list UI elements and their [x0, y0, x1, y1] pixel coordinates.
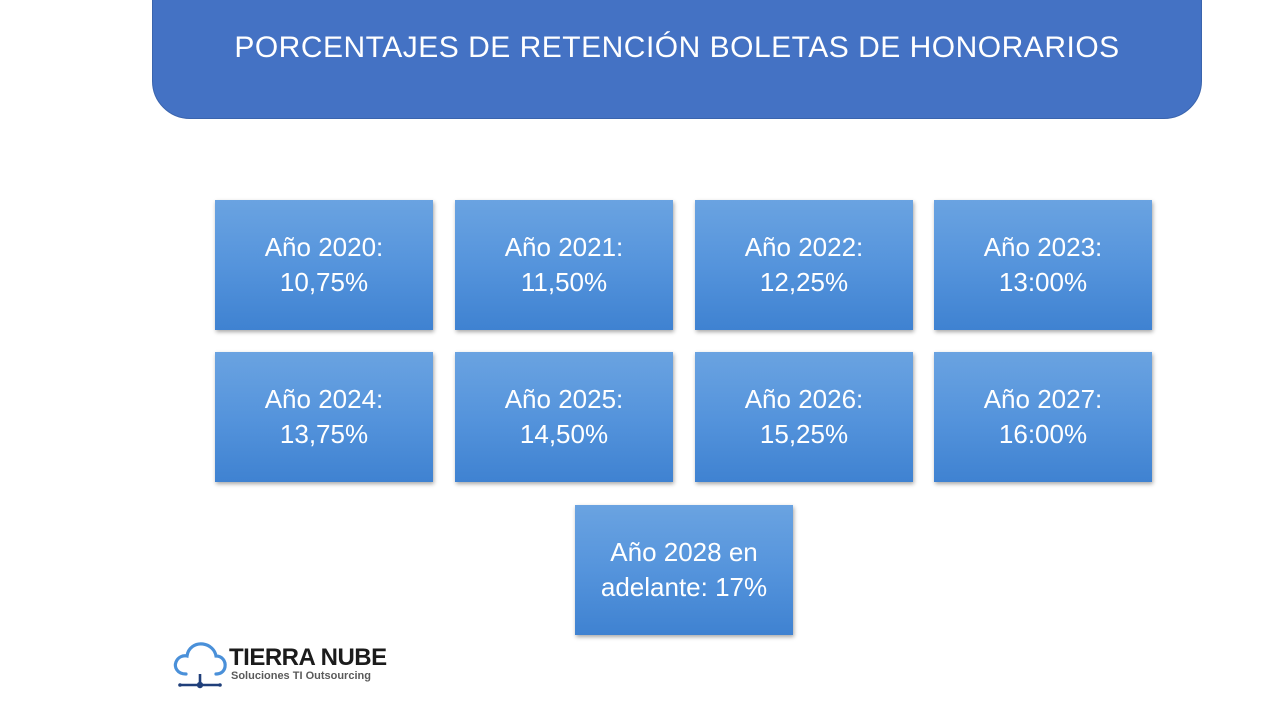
- tile-percentage: 16:00%: [998, 419, 1088, 449]
- tile-2020: Año 2020: 10,75%: [215, 200, 433, 330]
- tile-percentage: 11,50%: [520, 267, 608, 297]
- tile-year-label: Año 2025:: [504, 384, 624, 414]
- logo-name: TIERRA NUBE: [229, 644, 387, 671]
- tile-percentage: 15,25%: [759, 419, 849, 449]
- tile-year-label: Año 2021:: [504, 232, 624, 262]
- tile-percentage: adelante: 17%: [600, 572, 768, 602]
- tile-2024: Año 2024: 13,75%: [215, 352, 433, 482]
- tile-year-label: Año 2024:: [264, 384, 384, 414]
- tile-2027: Año 2027: 16:00%: [934, 352, 1152, 482]
- tile-year-label: Año 2027:: [983, 384, 1103, 414]
- cloud-network-icon: [173, 642, 227, 689]
- tile-2025: Año 2025: 14,50%: [455, 352, 673, 482]
- tile-2023: Año 2023: 13:00%: [934, 200, 1152, 330]
- tile-year-label: Año 2028 en: [610, 537, 758, 567]
- tile-2028: Año 2028 en adelante: 17%: [575, 505, 793, 635]
- page-title: PORCENTAJES DE RETENCIÓN BOLETAS DE HONO…: [234, 31, 1120, 64]
- company-logo: TIERRA NUBE Soluciones TI Outsourcing: [172, 636, 402, 692]
- tile-year-label: Año 2023:: [983, 232, 1103, 262]
- tile-percentage: 10,75%: [279, 267, 369, 297]
- tile-year-label: Año 2026:: [744, 384, 864, 414]
- logo-tagline: Soluciones TI Outsourcing: [231, 670, 371, 682]
- tile-2022: Año 2022: 12,25%: [695, 200, 913, 330]
- tile-2021: Año 2021: 11,50%: [455, 200, 673, 330]
- tile-year-label: Año 2022:: [744, 232, 864, 262]
- tile-percentage: 13:00%: [998, 267, 1088, 297]
- tile-percentage: 12,25%: [759, 267, 849, 297]
- tile-2026: Año 2026: 15,25%: [695, 352, 913, 482]
- title-banner: PORCENTAJES DE RETENCIÓN BOLETAS DE HONO…: [152, 0, 1202, 119]
- tile-year-label: Año 2020:: [264, 232, 384, 262]
- tile-percentage: 13,75%: [279, 419, 369, 449]
- tile-percentage: 14,50%: [519, 419, 609, 449]
